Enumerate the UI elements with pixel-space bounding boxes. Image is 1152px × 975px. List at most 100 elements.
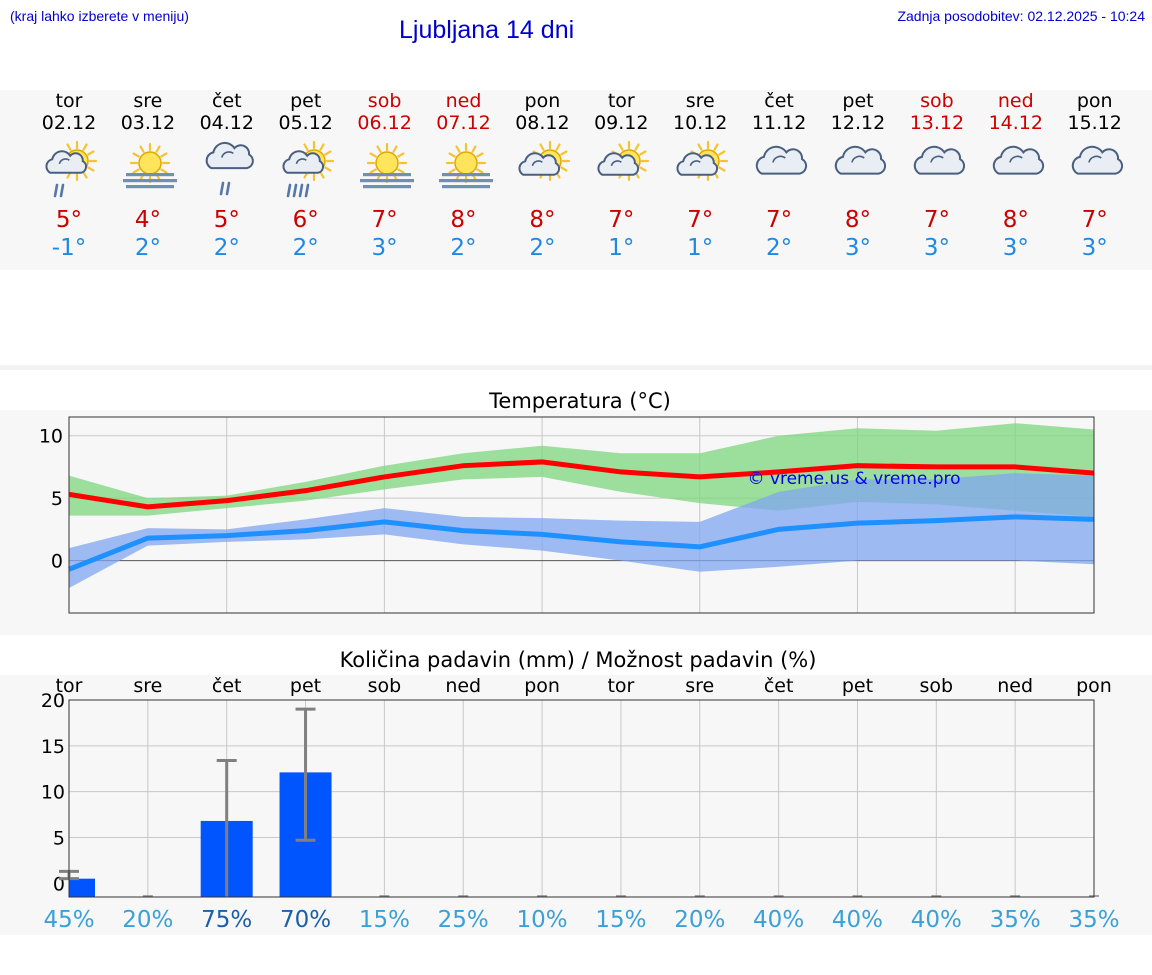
day-name: sre bbox=[685, 90, 715, 112]
location-hint: (kraj lahko izberete v meniju) bbox=[10, 8, 189, 24]
day-forecast: pon 15.12 7° 3° bbox=[1056, 90, 1134, 262]
day-date: 10.12 bbox=[672, 112, 728, 134]
temp-max: 7° bbox=[687, 207, 714, 233]
day-date: 02.12 bbox=[41, 112, 97, 134]
temp-min: 2° bbox=[450, 235, 477, 261]
plot-frame bbox=[68, 416, 1095, 614]
day-forecast: sob 13.12 7° 3° bbox=[898, 90, 976, 262]
day-label: pon bbox=[1076, 675, 1112, 697]
day-date: 04.12 bbox=[199, 112, 254, 134]
temp-max: 7° bbox=[1081, 207, 1108, 233]
temp-max: 5° bbox=[213, 207, 240, 233]
day-name: tor bbox=[55, 90, 83, 112]
day-label: pet bbox=[290, 675, 321, 697]
day-forecast: čet 04.12 5° 2° bbox=[188, 90, 266, 262]
y-tick-label: 10 bbox=[41, 782, 65, 804]
sun-cloud-icon bbox=[518, 140, 571, 182]
day-name: pon bbox=[1076, 90, 1113, 112]
sun-cloud-icon bbox=[676, 140, 729, 182]
day-name: pet bbox=[842, 90, 874, 112]
day-date: 09.12 bbox=[594, 112, 649, 134]
day-forecast: sob 06.12 7° 3° bbox=[346, 90, 424, 262]
day-forecast: tor 02.12 5° -1° bbox=[30, 90, 108, 262]
day-label: sob bbox=[920, 675, 954, 697]
sun-cloud-drizzle-icon bbox=[45, 140, 98, 198]
day-name: sob bbox=[367, 90, 402, 112]
y-tick-label: 10 bbox=[39, 426, 63, 448]
day-name: sre bbox=[133, 90, 163, 112]
temp-max: 7° bbox=[371, 207, 398, 233]
day-label: tor bbox=[607, 675, 634, 697]
day-label: sob bbox=[368, 675, 402, 697]
cloud-icon bbox=[992, 145, 1044, 175]
max-temp-line bbox=[68, 459, 1095, 510]
temp-min: 1° bbox=[608, 235, 635, 261]
day-date: 03.12 bbox=[120, 112, 176, 134]
day-label: sre bbox=[133, 675, 162, 697]
temp-min: -1° bbox=[51, 235, 87, 261]
temp-max: 7° bbox=[608, 207, 635, 233]
y-tick-label: 5 bbox=[51, 488, 63, 510]
temp-max: 5° bbox=[55, 207, 83, 233]
y-tick-label: 15 bbox=[41, 736, 65, 758]
day-date: 14.12 bbox=[988, 112, 1043, 134]
temp-min: 3° bbox=[1081, 235, 1108, 261]
day-name: čet bbox=[212, 90, 242, 112]
y-tick-label: 20 bbox=[41, 690, 65, 712]
y-tick-label: 5 bbox=[53, 827, 65, 849]
precip-probability: 10% bbox=[517, 907, 568, 933]
day-date: 05.12 bbox=[278, 112, 333, 134]
min-temp-line bbox=[68, 514, 1095, 572]
day-date: 11.12 bbox=[751, 112, 807, 134]
forecast-strip bbox=[0, 90, 1152, 270]
temp-min: 2° bbox=[292, 235, 319, 261]
precip-bar bbox=[69, 878, 95, 897]
cloud-icon bbox=[755, 145, 808, 175]
temp-min: 3° bbox=[371, 235, 398, 261]
day-forecast: pet 12.12 8° 3° bbox=[819, 90, 897, 262]
divider bbox=[0, 365, 1152, 370]
temp-min: 3° bbox=[844, 235, 872, 261]
plot-frame bbox=[68, 699, 1095, 898]
day-forecast: sre 10.12 7° 1° bbox=[661, 90, 739, 262]
temp-min: 2° bbox=[134, 235, 161, 261]
precip-probability: 75% bbox=[201, 907, 252, 933]
day-date: 12.12 bbox=[830, 112, 886, 134]
precip-probability: 35% bbox=[990, 907, 1041, 933]
sun-fog-icon bbox=[438, 142, 493, 189]
day-forecast: ned 14.12 8° 3° bbox=[977, 90, 1055, 262]
temp-min: 2° bbox=[529, 235, 556, 261]
sun-cloud-icon bbox=[597, 140, 650, 182]
temp-max: 8° bbox=[529, 207, 556, 233]
page-title: Ljubljana 14 dni bbox=[399, 16, 575, 44]
temp-min: 3° bbox=[923, 235, 950, 261]
temp-max: 7° bbox=[923, 207, 950, 233]
temperature-chart-title: Temperatura (°C) bbox=[488, 389, 671, 413]
min-temp-range-band bbox=[69, 473, 1094, 589]
temp-min: 1° bbox=[687, 235, 714, 261]
temp-min: 2° bbox=[213, 235, 240, 261]
day-forecast: čet 11.12 7° 2° bbox=[740, 90, 818, 262]
day-forecast: pet 05.12 6° 2° bbox=[267, 90, 345, 262]
day-date: 13.12 bbox=[909, 112, 965, 134]
temp-max: 7° bbox=[766, 207, 793, 233]
cloud-icon bbox=[1071, 145, 1123, 175]
temp-max: 8° bbox=[844, 207, 872, 233]
day-date: 08.12 bbox=[515, 112, 570, 134]
precipitation-chart-title: Količina padavin (mm) / Možnost padavin … bbox=[340, 648, 817, 672]
day-label: pet bbox=[842, 675, 873, 697]
last-update-timestamp: Zadnja posodobitev: 02.12.2025 - 10:24 bbox=[897, 8, 1145, 24]
day-label: čet bbox=[212, 675, 242, 697]
day-forecast: ned 07.12 8° 2° bbox=[425, 90, 503, 262]
day-date: 15.12 bbox=[1067, 112, 1122, 134]
day-name: pet bbox=[290, 90, 322, 112]
precip-probability: 70% bbox=[280, 907, 331, 933]
temp-max: 8° bbox=[450, 207, 477, 233]
temp-min: 3° bbox=[1002, 235, 1029, 261]
sun-fog-icon bbox=[122, 142, 177, 189]
temp-max: 4° bbox=[134, 207, 161, 233]
day-forecast: tor 09.12 7° 1° bbox=[582, 90, 660, 262]
precip-probability: 25% bbox=[438, 907, 489, 933]
precip-probability: 20% bbox=[674, 907, 725, 933]
